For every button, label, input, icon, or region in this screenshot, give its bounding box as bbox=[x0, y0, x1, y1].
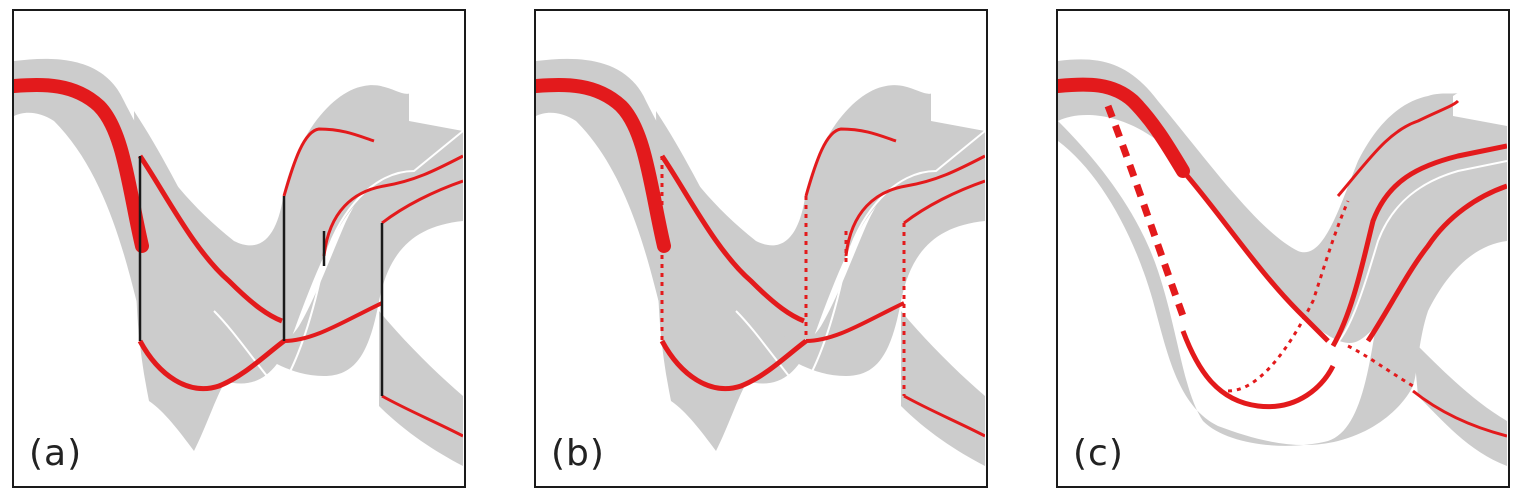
band-main bbox=[14, 58, 463, 384]
band-lower bbox=[1058, 121, 1507, 446]
panel-label-a: (a) bbox=[29, 433, 83, 474]
red-dashed-branch bbox=[1104, 104, 1187, 318]
red-right-lower bbox=[381, 179, 463, 225]
band-white-blob bbox=[931, 66, 985, 131]
band-lower bbox=[656, 111, 985, 451]
band-right bbox=[1413, 341, 1507, 466]
red-lower-branch bbox=[1180, 330, 1336, 410]
panel-label-b: (b) bbox=[551, 433, 605, 474]
panel-c: (c) bbox=[1056, 9, 1510, 488]
red-right-mid bbox=[322, 154, 463, 257]
red-mid-branch bbox=[283, 301, 383, 343]
red-bottom-right bbox=[1412, 389, 1507, 438]
band-white-blob bbox=[409, 66, 463, 131]
red-right-mid bbox=[1330, 143, 1507, 348]
red-right-top bbox=[282, 127, 375, 197]
panel-a-plot bbox=[14, 58, 463, 466]
panel-label-c: (c) bbox=[1073, 433, 1124, 474]
red-upper-branch bbox=[137, 154, 283, 324]
red-trunk bbox=[14, 78, 149, 253]
red-dotted-curve bbox=[1227, 200, 1350, 393]
red-right-lower bbox=[1365, 183, 1507, 343]
red-lower-branch bbox=[659, 339, 808, 392]
red-upper-branch bbox=[1181, 169, 1330, 343]
red-upper-branch bbox=[659, 154, 805, 324]
band-lower bbox=[134, 111, 463, 451]
panel-b-plot bbox=[536, 58, 985, 466]
red-trunk bbox=[1058, 77, 1190, 178]
red-right-lower bbox=[903, 179, 985, 225]
panel-b: (b) bbox=[534, 9, 988, 488]
band-white-blob bbox=[1453, 71, 1507, 126]
red-bottom-right bbox=[903, 394, 985, 438]
red-trunk bbox=[536, 78, 671, 253]
band-right bbox=[379, 311, 463, 466]
red-mid-branch bbox=[805, 301, 905, 343]
red-right-mid bbox=[844, 154, 985, 257]
red-right-top bbox=[804, 127, 897, 197]
band-right bbox=[901, 311, 985, 466]
panel-a: (a) bbox=[12, 9, 466, 488]
red-bottom-right bbox=[381, 394, 463, 438]
red-lower-branch bbox=[137, 339, 286, 392]
band-main bbox=[536, 58, 985, 384]
red-right-top bbox=[1336, 99, 1460, 197]
panel-c-plot bbox=[1058, 59, 1507, 466]
band-white-outline bbox=[1257, 160, 1507, 353]
